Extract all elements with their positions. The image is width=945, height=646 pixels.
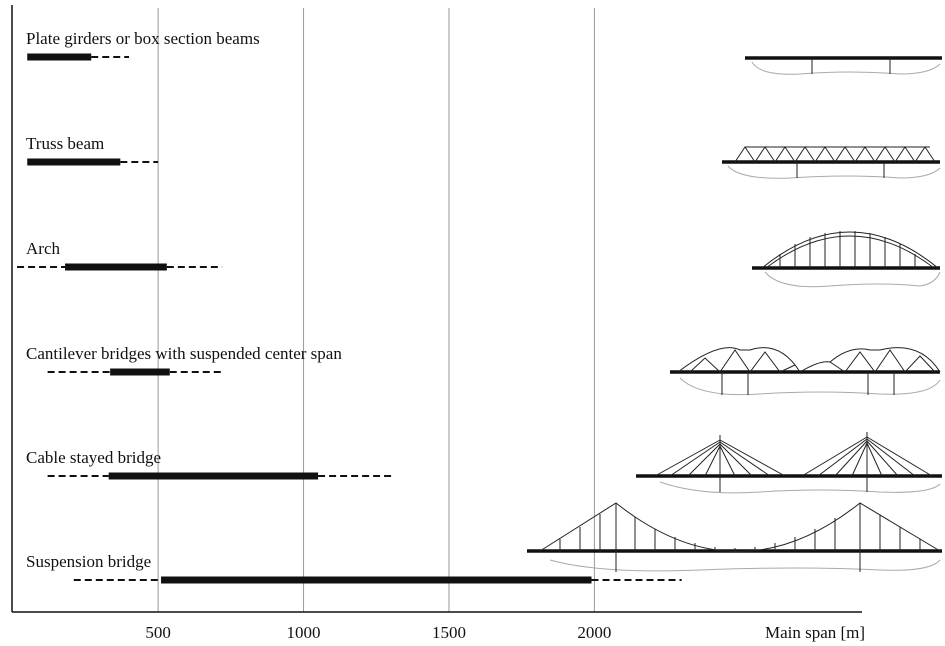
- typical-range-bar: [110, 369, 170, 376]
- category-label: Suspension bridge: [26, 552, 151, 571]
- typical-range-bar: [27, 159, 120, 166]
- typical-range-bar: [27, 54, 91, 61]
- typical-range-bar: [161, 577, 591, 584]
- typical-range-bar: [109, 473, 318, 480]
- x-tick-label: 500: [145, 623, 171, 642]
- bridge-illustrations: [527, 58, 942, 572]
- category-label: Arch: [26, 239, 60, 258]
- category-label: Plate girders or box section beams: [26, 29, 260, 48]
- typical-range-bar: [65, 264, 167, 271]
- page: {"chart_data": {"type": "range", "catego…: [0, 0, 945, 646]
- x-tick-label: 1500: [432, 623, 466, 642]
- category-label: Cable stayed bridge: [26, 448, 161, 467]
- chart: Main span [m] 500 1000 1500 2000 Plate girde…: [0, 0, 945, 646]
- x-tick-label: 1000: [287, 623, 321, 642]
- category-label: Cantilever bridges with suspended center…: [26, 344, 342, 363]
- x-tick-label: 2000: [577, 623, 611, 642]
- category-label: Truss beam: [26, 134, 104, 153]
- x-axis-title: Main span [m]: [765, 623, 865, 642]
